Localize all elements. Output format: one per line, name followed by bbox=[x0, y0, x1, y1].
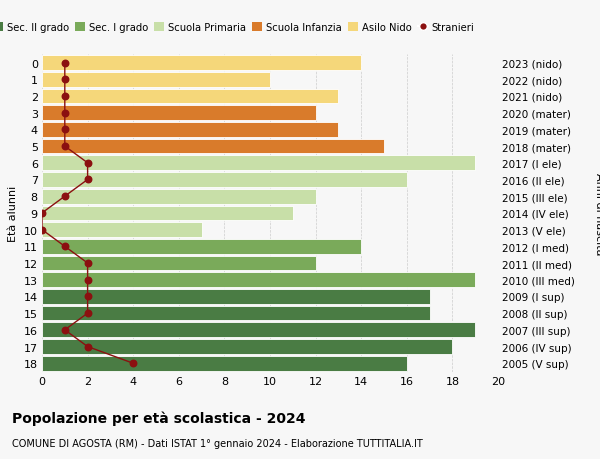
Point bbox=[60, 243, 70, 251]
Point bbox=[60, 93, 70, 101]
Point bbox=[60, 76, 70, 84]
Point bbox=[83, 276, 92, 284]
Bar bbox=[42, 90, 338, 104]
Text: COMUNE DI AGOSTA (RM) - Dati ISTAT 1° gennaio 2024 - Elaborazione TUTTITALIA.IT: COMUNE DI AGOSTA (RM) - Dati ISTAT 1° ge… bbox=[12, 438, 423, 448]
Bar bbox=[42, 156, 475, 171]
Bar bbox=[42, 256, 316, 271]
Bar bbox=[42, 73, 270, 87]
Bar bbox=[42, 123, 338, 137]
Bar bbox=[42, 240, 361, 254]
Y-axis label: Anni di nascita: Anni di nascita bbox=[595, 172, 600, 255]
Bar bbox=[42, 190, 316, 204]
Bar bbox=[42, 306, 430, 321]
Point bbox=[128, 360, 138, 367]
Bar bbox=[42, 290, 430, 304]
Legend: Sec. II grado, Sec. I grado, Scuola Primaria, Scuola Infanzia, Asilo Nido, Stran: Sec. II grado, Sec. I grado, Scuola Prim… bbox=[0, 19, 478, 37]
Point bbox=[83, 176, 92, 184]
Bar bbox=[42, 323, 475, 337]
Point bbox=[60, 110, 70, 117]
Point bbox=[83, 260, 92, 267]
Bar bbox=[42, 56, 361, 71]
Point bbox=[60, 143, 70, 151]
Point bbox=[83, 310, 92, 317]
Bar bbox=[42, 173, 407, 187]
Point bbox=[60, 126, 70, 134]
Point bbox=[37, 210, 47, 217]
Point bbox=[37, 226, 47, 234]
Bar bbox=[42, 106, 316, 121]
Point bbox=[83, 160, 92, 167]
Point bbox=[60, 60, 70, 67]
Bar bbox=[42, 273, 475, 287]
Point bbox=[60, 326, 70, 334]
Text: Popolazione per età scolastica - 2024: Popolazione per età scolastica - 2024 bbox=[12, 411, 305, 425]
Y-axis label: Età alunni: Età alunni bbox=[8, 185, 18, 241]
Bar bbox=[42, 223, 202, 237]
Bar bbox=[42, 340, 452, 354]
Point bbox=[60, 193, 70, 201]
Point bbox=[83, 293, 92, 301]
Bar bbox=[42, 206, 293, 221]
Bar bbox=[42, 140, 384, 154]
Bar bbox=[42, 356, 407, 371]
Point bbox=[83, 343, 92, 351]
